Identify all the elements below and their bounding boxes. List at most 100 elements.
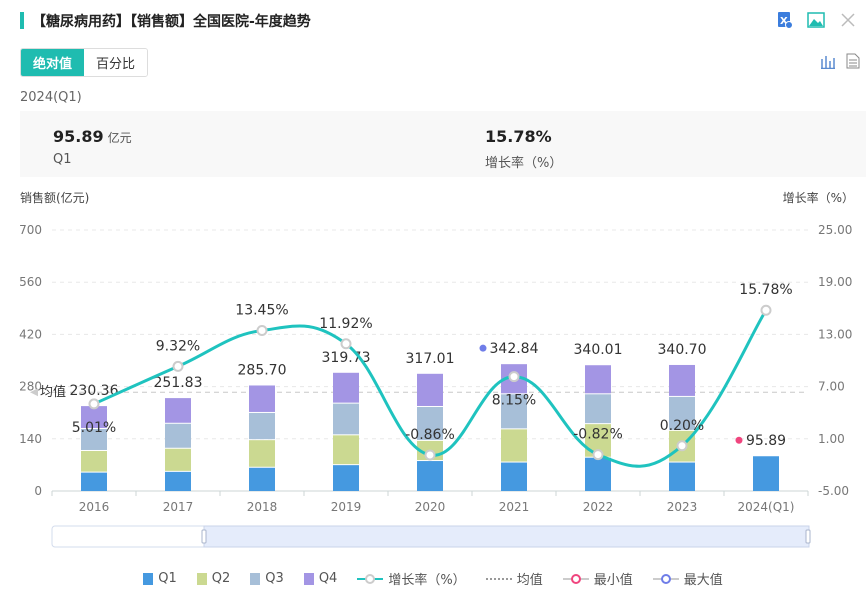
value-mode-toggle: 绝对值 百分比 [20,48,149,77]
bar-q3 [501,394,527,429]
summary-value: 95.89 亿元 [53,127,132,146]
right-axis-tick: 7.00 [818,380,845,394]
image-export-icon[interactable] [806,10,826,30]
growth-rate-label: 5.01% [72,420,116,436]
total-label: 251.83 [154,375,203,391]
close-icon[interactable] [838,10,858,30]
percent-tab[interactable]: 百分比 [84,49,148,76]
growth-rate-label: 0.20% [660,418,704,434]
bar-q2 [501,429,527,462]
summary-panel: 95.89 亿元 Q1 15.78% 增长率（%） [20,111,866,177]
growth-rate-point [424,449,436,461]
average-label: 均值 [40,384,66,400]
growth-rate-label: 15.78% [739,282,792,298]
x-axis-label: 2022 [583,500,614,514]
x-axis-label: 2017 [163,500,194,514]
growth-rate-label: -0.86% [405,427,455,443]
summary-value-label: Q1 [53,152,72,167]
data-zoom-handle-left[interactable] [201,529,207,544]
bar-q3 [81,428,107,450]
right-axis-tick: -5.00 [818,484,849,498]
legend-average[interactable]: 均值 [485,573,543,588]
right-axis-tick: 19.00 [818,275,852,289]
growth-rate-point [760,304,772,316]
legend-max[interactable]: 最大值 [652,569,723,588]
legend-q1[interactable]: Q1 [143,571,177,586]
x-axis-label: 2020 [415,500,446,514]
chart-plot: 0 -5.00 140 1.00 280 7.00 420 13.00 560 19.00 700 2… [19,223,852,548]
growth-rate-line [93,309,768,468]
growth-rate-label: -0.82% [573,427,623,443]
left-axis-tick: 700 [19,223,42,237]
bar-q4 [417,373,443,406]
bar-q4 [81,406,107,428]
bar-q1 [753,456,779,491]
bar-q3 [417,406,443,440]
bar-q4 [333,372,359,403]
bar-q1 [333,465,359,491]
bar-q1 [417,461,443,491]
growth-rate-point [508,371,520,383]
bar-chart-icon[interactable] [820,53,836,73]
left-axis-tick: 420 [19,327,42,341]
total-label: 230.36 [70,383,119,399]
bar-q4 [585,365,611,394]
total-label: 340.70 [658,342,707,358]
total-label: 340.01 [574,342,623,358]
growth-rate-point [340,338,352,350]
growth-rate-point [256,324,268,336]
x-axis-label: 2023 [667,500,698,514]
period-label: 2024(Q1) [20,90,82,105]
total-label: 285.70 [238,362,287,378]
title-accent [20,12,24,29]
data-zoom-handle-right[interactable] [805,529,811,544]
average-marker-icon [30,388,38,397]
growth-rate-point [676,440,688,452]
absolute-value-tab[interactable]: 绝对值 [21,49,85,76]
bar-q3 [585,394,611,424]
growth-rate-point [592,449,604,461]
left-axis-tick: 140 [19,432,42,446]
x-axis-label: 2016 [79,500,110,514]
legend-growth[interactable]: 增长率（%） [357,569,466,588]
right-axis-tick: 25.00 [818,223,852,237]
total-label: 342.84 [490,341,539,357]
left-axis-tick: 560 [19,275,42,289]
bar-q3 [669,396,695,430]
x-axis-label: 2019 [331,500,362,514]
x-axis-label: 2021 [499,500,530,514]
bar-q1 [501,462,527,491]
bar-q1 [249,467,275,491]
growth-rate-label: 13.45% [235,302,288,318]
legend-q2[interactable]: Q2 [196,571,230,586]
bar-q4 [249,385,275,412]
bar-q3 [249,412,275,440]
max-marker [479,344,487,352]
total-label: 317.01 [406,351,455,367]
bar-q1 [81,472,107,491]
bar-q1 [585,457,611,491]
bar-q2 [81,450,107,472]
min-marker [735,436,743,444]
legend-q3[interactable]: Q3 [250,571,284,586]
bar-q3 [333,403,359,435]
summary-rate: 15.78% [485,127,552,146]
document-icon[interactable] [846,53,860,73]
total-label: 95.89 [746,433,786,449]
legend: Q1 Q2 Q3 Q4 增长率（%） 均值 最小值 最大值 [0,569,866,588]
bar-q1 [165,471,191,491]
legend-min[interactable]: 最小值 [562,569,633,588]
bar-q4 [165,398,191,423]
excel-export-icon[interactable]: X [774,10,794,30]
svg-text:X: X [780,16,788,27]
right-axis-title: 增长率（%） [782,191,854,205]
legend-q4[interactable]: Q4 [303,571,337,586]
left-axis-tick: 0 [34,484,42,498]
bar-q2 [249,440,275,467]
left-axis-tick: 280 [19,380,42,394]
data-zoom-range [203,525,810,548]
bar-q3 [165,423,191,448]
bar-q4 [669,364,695,396]
x-axis-label: 2018 [247,500,278,514]
